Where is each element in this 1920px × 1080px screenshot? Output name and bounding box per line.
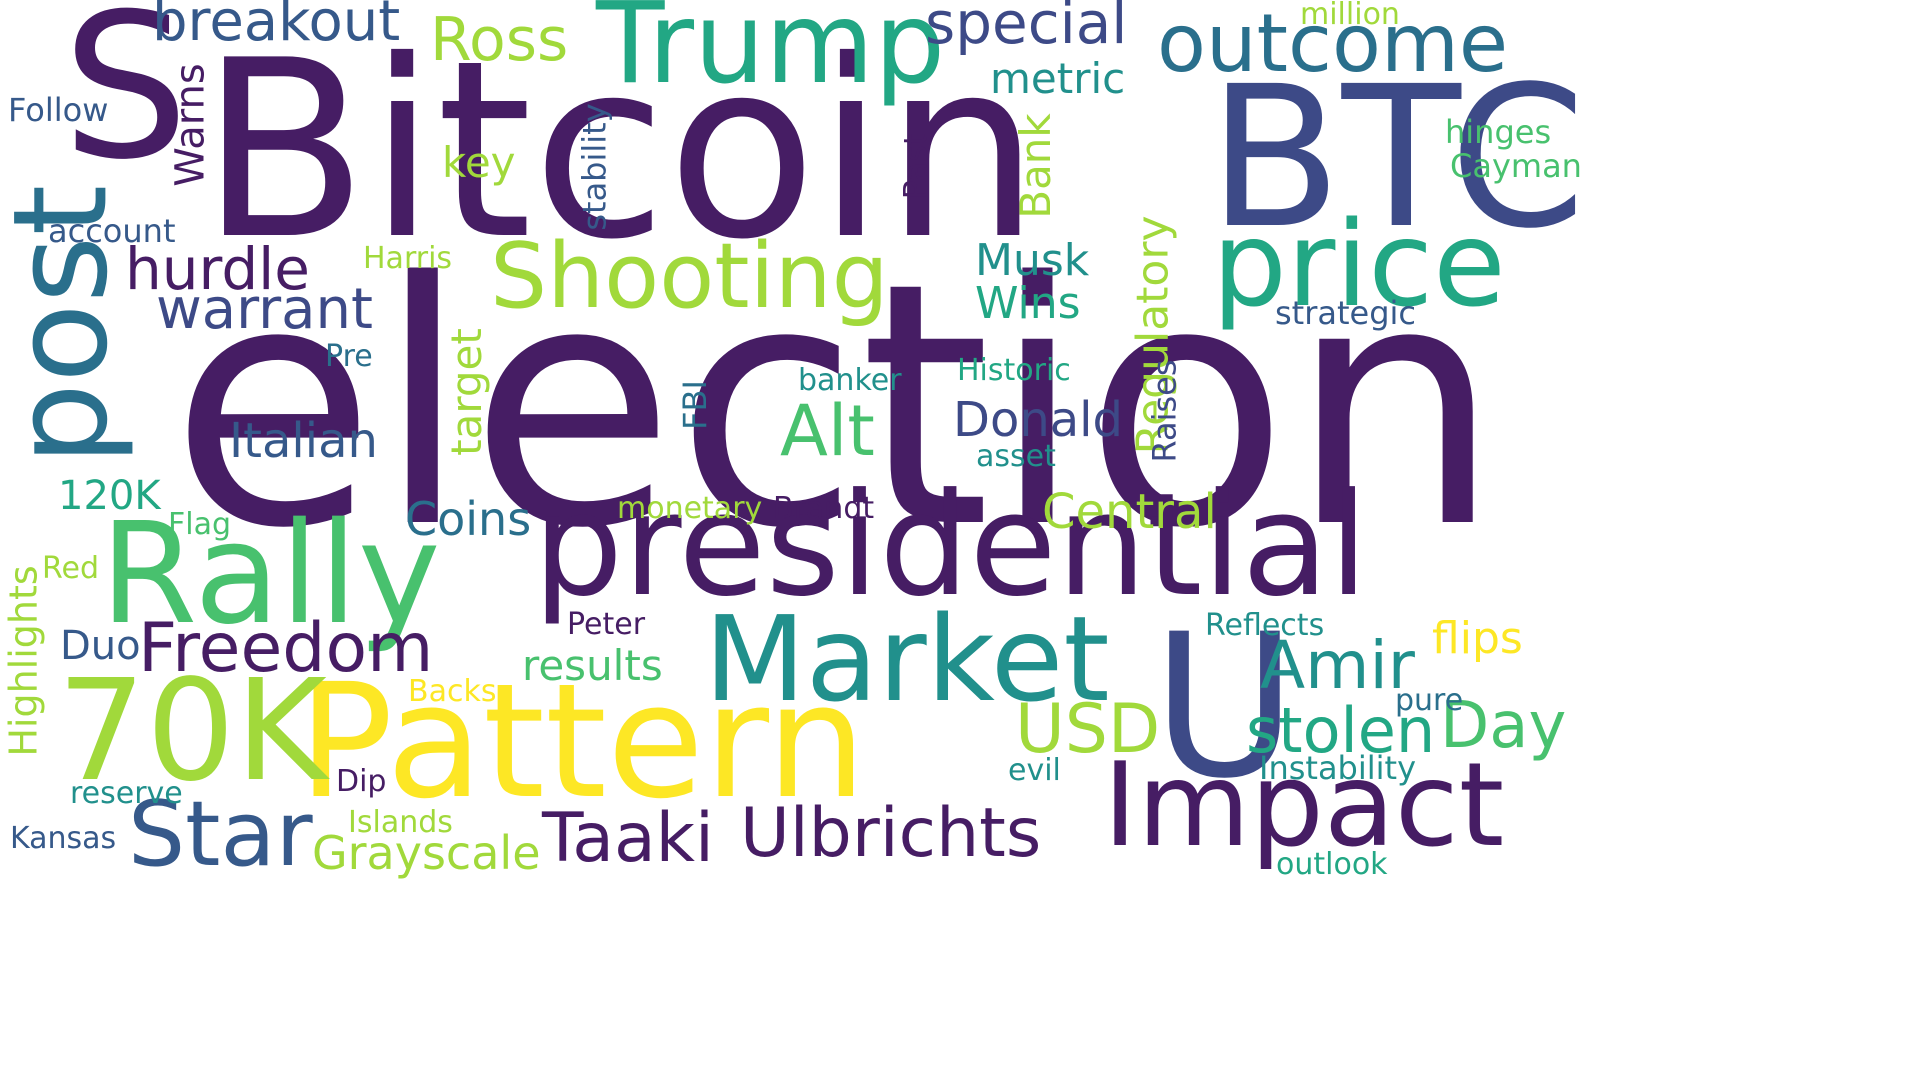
word-warns: Warns [167,63,214,187]
word-impact: Impact [1103,738,1505,873]
word-brandt: Brandt [773,491,875,526]
word-dip: Dip [336,764,387,799]
word-islands: Islands [348,805,453,840]
word-stability: stability [575,103,614,231]
word-flips: flips [1432,613,1523,664]
word-120k: 120K [58,473,161,519]
word-reflects: Reflects [1205,608,1325,643]
word-highlights: Highlights [1,565,46,757]
word-coins: Coins [405,492,532,546]
word-banker: banker [798,363,902,398]
word-market: Market [704,590,1110,728]
word-cayman: Cayman [1450,147,1582,185]
word-shooting: Shooting [490,224,889,329]
word-flag: Flag [168,507,232,542]
word-alt: Alt [780,390,875,472]
word-historic: Historic [957,353,1071,388]
word-star: Star [128,782,313,887]
word-70k: 70K [57,650,327,813]
word-metric: metric [990,54,1126,103]
word-outlook: outlook [1276,847,1388,882]
word-grayscale: Grayscale [312,826,541,880]
word-million: million [1300,0,1400,32]
word-u: U [1152,591,1297,822]
word-btc: BTC [1208,44,1586,271]
word-presidential: presidential [533,463,1369,628]
word-bank: Bank [1010,113,1060,219]
word-harris: Harris [363,241,453,276]
word-account: account [48,212,176,250]
word-evil: evil [1008,753,1061,788]
word-strategic: strategic [1275,294,1417,332]
word-follow: Follow [8,91,109,129]
word-past: Past [896,132,935,200]
word-donald: Donald [953,392,1123,448]
word-trump: Trump [596,0,946,109]
word-rally: Rally [100,493,441,656]
word-hinges: hinges [1445,113,1552,151]
word-asset: asset [976,439,1056,474]
word-target: target [441,328,491,456]
word-day: Day [1440,689,1567,763]
word-election: election [170,212,1502,602]
word-italian: Italian [229,413,378,469]
word-hurdle: hurdle [125,235,310,303]
word-central: Central [1042,484,1217,540]
word-wins: Wins [975,278,1081,329]
word-usd: USD [1015,690,1161,769]
word-taaki: Taaki [542,799,714,878]
word-red: Red [42,551,99,586]
word-outcome: outcome [1157,0,1509,90]
word-ulbrichts: Ulbrichts [740,794,1042,873]
word-stolen: stolen [1246,694,1436,767]
word-freedom: Freedom [138,609,434,688]
word-bitcoin: Bitcoin [200,8,1041,293]
word-raises: Raises [1145,359,1184,463]
word-price: price [1212,195,1506,333]
word-pre: Pre [325,339,373,374]
word-reserve: reserve [70,776,183,811]
word-warrant: warrant [156,277,373,342]
word-special: special [925,0,1128,57]
word-s: S [62,0,189,204]
word-results: results [522,641,663,690]
word-key: key [442,138,516,187]
word-monetary: monetary [617,491,763,526]
word-backs: Backs [408,674,497,709]
word-duo: Duo [60,623,141,669]
word-pure: pure [1395,683,1464,718]
word-peter: Peter [567,607,646,642]
word-amir: Amir [1260,627,1415,704]
word-musk: Musk [975,235,1090,286]
word-ross: Ross [430,5,569,75]
word-fbi: FBI [675,380,714,430]
word-breakout: breakout [152,0,401,54]
word-pattern: Pattern [298,650,867,834]
word-instability: Instability [1259,749,1417,787]
word-kansas: Kansas [10,821,117,856]
